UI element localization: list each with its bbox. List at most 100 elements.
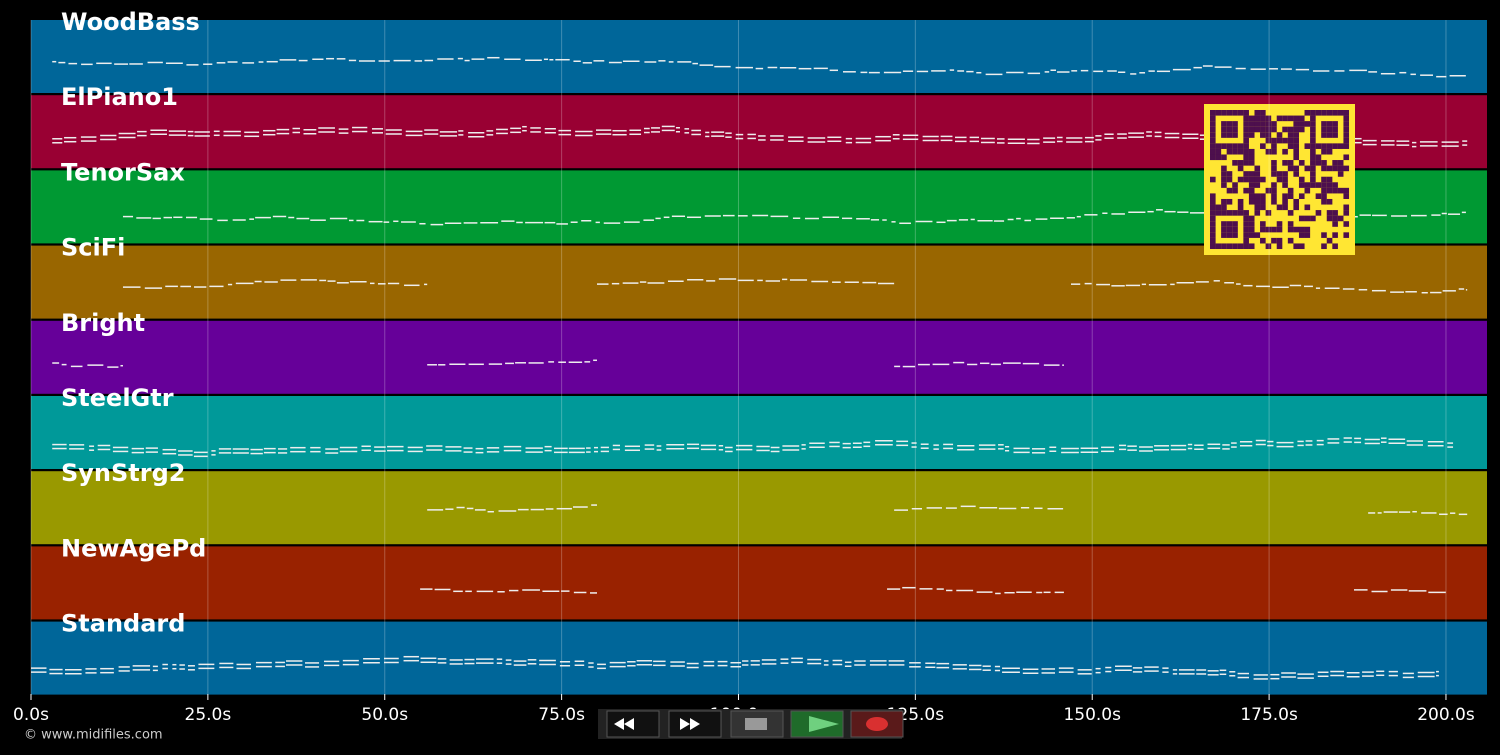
qr-module [1232,226,1238,233]
qr-module [1321,148,1327,155]
qr-module [1215,143,1222,149]
qr-module [1210,204,1216,211]
rewind-button[interactable] [606,710,660,738]
qr-module [1332,215,1338,222]
qr-module [1243,176,1249,183]
qr-module [1343,137,1350,144]
record-button[interactable] [850,710,904,738]
qr-module [1321,187,1327,194]
qr-module [1287,221,1294,227]
qr-module [1282,160,1288,166]
qr-module [1298,193,1305,199]
qr-module [1315,210,1322,216]
qr-module [1326,210,1333,216]
qr-module [1310,148,1316,155]
qr-module [1226,232,1233,238]
stop-button[interactable] [730,710,784,738]
qr-module [1282,137,1288,144]
qr-module [1237,148,1244,155]
qr-module [1237,160,1244,166]
qr-module [1332,221,1338,227]
qr-module [1254,204,1261,211]
qr-module [1287,160,1294,166]
qr-module [1310,160,1316,166]
qr-module [1243,132,1249,138]
qr-module [1321,132,1327,138]
qr-module [1304,121,1311,127]
qr-module [1287,210,1294,216]
qr-module [1221,110,1227,116]
qr-module [1298,182,1305,188]
track-name: TenorSax [61,158,185,186]
qr-module [1293,126,1299,133]
track-name: SteelGtr [61,384,174,412]
qr-module [1265,243,1272,250]
qr-module [1287,143,1294,149]
qr-module [1321,243,1327,250]
qr-module [1260,176,1266,183]
qr-module [1343,165,1350,172]
qr-module [1282,193,1288,199]
track-name: WoodBass [61,8,200,36]
qr-module [1315,182,1322,188]
qr-module [1237,243,1244,250]
qr-module [1248,171,1255,177]
play-icon [809,716,839,732]
qr-module [1337,165,1344,172]
stop-icon [745,718,767,730]
qr-module [1332,187,1338,194]
qr-module [1343,115,1350,122]
qr-module [1232,160,1238,166]
qr-module [1232,126,1238,133]
qr-module [1260,126,1266,133]
forward-button[interactable] [668,710,722,738]
qr-module [1260,110,1266,116]
qr-module [1221,132,1227,138]
qr-module [1210,176,1216,183]
qr-module [1221,204,1227,211]
qr-module [1282,126,1288,133]
qr-module [1237,110,1244,116]
qr-module [1298,160,1305,166]
qr-module [1293,204,1299,211]
qr-module [1221,221,1227,227]
qr-module [1226,171,1233,177]
qr-module [1343,110,1350,116]
qr-module [1210,110,1216,116]
qr-module [1243,148,1249,155]
qr-module [1310,121,1316,127]
qr-module [1254,115,1261,122]
qr-module [1210,126,1216,133]
qr-module [1265,121,1272,127]
qr-module [1304,165,1311,172]
qr-module [1254,171,1261,177]
qr-module [1254,198,1261,205]
note-span [31,655,1439,680]
qr-module [1210,115,1216,122]
qr-module [1232,221,1238,227]
qr-module [1226,243,1233,250]
rewind-icon [614,718,634,730]
qr-module [1304,232,1311,238]
qr-module [1254,182,1261,188]
qr-module [1260,237,1266,244]
qr-module [1215,243,1222,250]
play-button[interactable] [790,710,844,738]
qr-module [1304,226,1311,233]
qr-module [1226,226,1233,233]
qr-module [1310,110,1316,116]
qr-module [1260,115,1266,122]
qr-module [1298,226,1305,233]
qr-module [1210,226,1216,233]
qr-module [1315,193,1322,199]
qr-module [1248,154,1255,161]
qr-module [1248,126,1255,133]
qr-module [1210,193,1216,199]
note-span [1353,589,1446,594]
qr-module [1276,204,1283,211]
qr-module [1343,187,1350,194]
qr-module [1293,137,1299,144]
qr-module [1343,221,1350,227]
notes-layer [31,56,1468,680]
qr-module [1282,176,1288,183]
